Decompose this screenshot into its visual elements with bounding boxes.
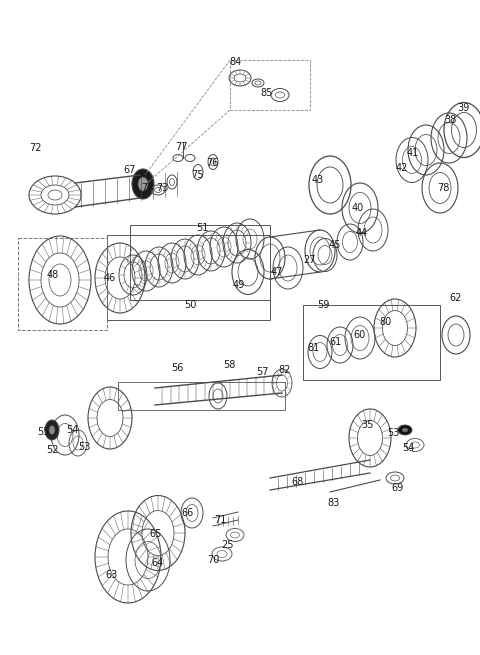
Text: 84: 84 [229, 57, 241, 67]
Text: 48: 48 [47, 270, 59, 280]
Text: 49: 49 [233, 280, 245, 290]
Text: 55: 55 [37, 427, 49, 437]
Text: 77: 77 [175, 142, 187, 152]
Ellipse shape [132, 169, 154, 199]
Text: 83: 83 [328, 498, 340, 508]
Ellipse shape [398, 425, 412, 435]
Text: 71: 71 [214, 515, 226, 525]
Text: 59: 59 [317, 300, 329, 310]
Text: 58: 58 [223, 360, 235, 370]
Text: 62: 62 [450, 293, 462, 303]
Text: 45: 45 [329, 240, 341, 250]
Text: 68: 68 [291, 477, 303, 487]
Text: 50: 50 [184, 300, 196, 310]
Text: 39: 39 [457, 103, 469, 113]
Text: 27: 27 [304, 255, 316, 265]
Text: 38: 38 [444, 115, 456, 125]
Text: 69: 69 [391, 483, 403, 493]
Ellipse shape [138, 177, 148, 191]
Text: 53: 53 [387, 428, 399, 438]
Text: 25: 25 [222, 540, 234, 550]
Text: 72: 72 [29, 143, 41, 153]
Text: 43: 43 [312, 175, 324, 185]
Text: 73: 73 [156, 183, 168, 193]
Text: 76: 76 [206, 158, 218, 168]
Text: 65: 65 [150, 529, 162, 539]
Text: 81: 81 [307, 343, 319, 353]
Text: 40: 40 [352, 203, 364, 213]
Text: 63: 63 [106, 570, 118, 580]
Text: 80: 80 [379, 317, 391, 327]
Text: 78: 78 [437, 183, 449, 193]
Text: 41: 41 [407, 148, 419, 158]
Text: 44: 44 [356, 228, 368, 238]
Text: 67: 67 [124, 165, 136, 175]
Text: 70: 70 [207, 555, 219, 565]
Text: 75: 75 [191, 170, 203, 180]
Text: 74: 74 [141, 183, 153, 193]
Text: 66: 66 [182, 508, 194, 518]
Text: 56: 56 [171, 363, 183, 373]
Text: 85: 85 [261, 88, 273, 98]
Text: 54: 54 [66, 425, 78, 435]
Text: 51: 51 [196, 223, 208, 233]
Ellipse shape [49, 426, 55, 434]
Text: 64: 64 [152, 558, 164, 568]
Text: 82: 82 [279, 365, 291, 375]
Text: 61: 61 [329, 337, 341, 347]
Ellipse shape [402, 428, 408, 432]
Text: 57: 57 [256, 367, 268, 377]
Text: 54: 54 [402, 443, 414, 453]
Text: 60: 60 [354, 330, 366, 340]
Text: 47: 47 [271, 267, 283, 277]
Text: 52: 52 [46, 445, 58, 455]
Text: 35: 35 [362, 420, 374, 430]
Text: 46: 46 [104, 273, 116, 283]
Text: 42: 42 [396, 163, 408, 173]
Ellipse shape [45, 420, 59, 440]
Text: 53: 53 [78, 442, 90, 452]
